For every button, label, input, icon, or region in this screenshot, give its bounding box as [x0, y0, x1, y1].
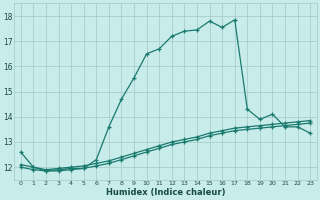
X-axis label: Humidex (Indice chaleur): Humidex (Indice chaleur): [106, 188, 225, 197]
